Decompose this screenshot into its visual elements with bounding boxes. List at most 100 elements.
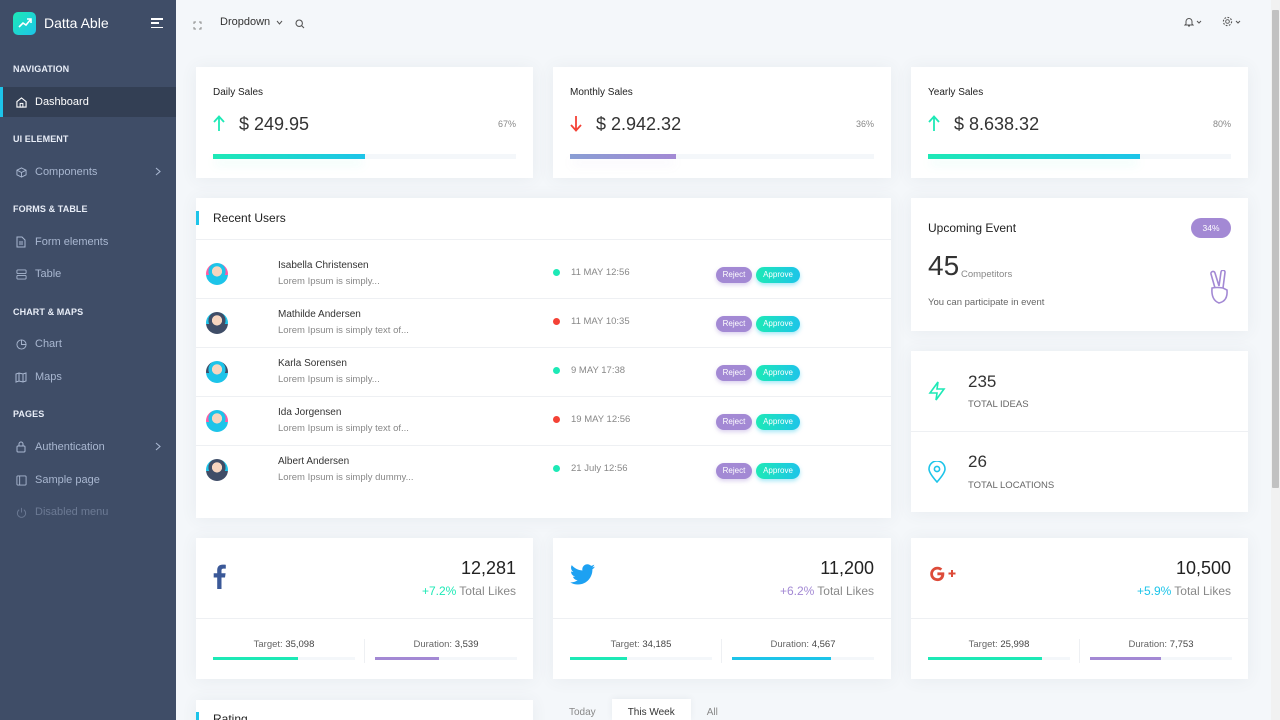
sidebar-item-dashboard[interactable]: Dashboard [0,87,176,117]
total-value: 235 [968,372,997,391]
duration-value: 4,567 [811,639,836,650]
daily-sales-card: Daily Sales $ 249.95 67% [196,67,533,178]
approve-button[interactable]: Approve [756,267,800,283]
user-name: Isabella Christensen [278,260,369,271]
tab-this-week[interactable]: This Week [611,699,691,720]
duration-label: Duration: [1128,639,1168,650]
twitter-icon[interactable] [570,564,595,588]
sidebar-item-label: Sample page [35,474,100,486]
bell-icon[interactable] [1184,17,1202,27]
sidebar-item-chart[interactable]: Chart [0,329,176,359]
target-progress-fill [928,657,1042,660]
menu-toggle-icon[interactable] [151,18,163,28]
peace-hand-icon [1207,269,1231,309]
duration-label: Duration: [770,639,810,650]
avatar [206,459,228,481]
scrollbar[interactable] [1271,0,1280,720]
card-title: Upcoming Event [928,221,1017,235]
sidebar-item-label: Chart [35,338,62,350]
user-date: 11 MAY 12:56 [571,267,630,278]
sidebar-item-label: Form elements [35,236,109,248]
table-row: Karla Sorensen Lorem Ipsum is simply... 9 … [196,347,891,396]
header-dropdown-label: Dropdown [220,16,271,28]
social-target: Target: 34,185 [570,639,712,650]
sidebar-item-components[interactable]: Components [0,157,176,187]
sales-progress [928,154,1231,159]
top-header: Dropdown [176,0,1280,46]
chevron-right-icon [155,442,161,454]
sidebar-item-form-elements[interactable]: Form elements [0,227,176,257]
event-count: 45 [928,250,960,281]
arrow-up-icon [928,115,940,135]
divider [196,298,891,299]
social-likes-label: Total Likes [459,584,516,598]
sidebar-item-maps[interactable]: Maps [0,362,176,392]
brand: Datta Able [0,0,176,46]
sidebar-icon [15,474,27,486]
user-description: Lorem Ipsum is simply text of... [278,423,409,434]
sidebar-item-table[interactable]: Table [0,259,176,289]
event-badge: 34% [1191,218,1231,238]
map-icon [15,371,27,383]
duration-progress [732,657,874,660]
sidebar-item-sample-page[interactable]: Sample page [0,465,176,495]
arrow-up-icon [213,115,225,135]
sales-progress [213,154,516,159]
target-value: 25,998 [1000,639,1030,650]
status-dot [553,465,560,472]
reject-button[interactable]: Reject [716,365,752,381]
google-plus-card: 10,500 +5.9% Total Likes Target: 25,998 D… [911,538,1248,679]
settings-icon[interactable] [1222,16,1241,27]
lock-icon [15,441,27,453]
divider [196,445,891,446]
status-dot [553,269,560,276]
sidebar-item-label: Dashboard [35,96,89,108]
sales-percent: 80% [1212,119,1231,129]
header-dropdown[interactable]: Dropdown [220,16,283,28]
yearly-sales-card: Yearly Sales $ 8.638.32 80% [911,67,1248,178]
duration-label: Duration: [413,639,453,650]
trending-up-icon[interactable] [13,11,36,35]
approve-button[interactable]: Approve [756,463,800,479]
tab-today[interactable]: Today [569,707,596,718]
maximize-icon[interactable] [193,18,202,30]
sidebar-item-authentication[interactable]: Authentication [0,432,176,462]
total-value: 26 [968,452,987,471]
nav-caption-forms-table: FORMS & TABLE [13,204,88,214]
card-title-accent [196,712,199,720]
sidebar-item-label: Maps [35,371,62,383]
reject-button[interactable]: Reject [716,463,752,479]
google-plus-icon[interactable] [928,564,958,587]
sidebar-item-label: Components [35,166,98,178]
chevron-right-icon [155,167,161,179]
social-duration: Duration: 4,567 [732,639,874,650]
social-count: 10,500 [1175,558,1231,578]
user-description: Lorem Ipsum is simply dummy... [278,472,414,483]
sales-title: Yearly Sales [928,87,984,98]
reject-button[interactable]: Reject [716,414,752,430]
approve-button[interactable]: Approve [756,316,800,332]
sidebar-item-label: Authentication [35,441,105,453]
divider [196,239,891,240]
status-dot [553,416,560,423]
power-icon [15,506,27,518]
event-count-label: Competitors [961,269,1013,280]
brand-name[interactable]: Datta Able [44,15,109,31]
reject-button[interactable]: Reject [716,267,752,283]
target-value: 35,098 [285,639,315,650]
table-row: Albert Andersen Lorem Ipsum is simply dum… [196,445,891,494]
social-change: +7.2% [421,584,457,598]
search-icon[interactable] [295,17,305,32]
facebook-icon[interactable] [213,564,226,592]
reject-button[interactable]: Reject [716,316,752,332]
rating-card: Rating [196,700,533,720]
approve-button[interactable]: Approve [756,414,800,430]
box-icon [15,166,27,178]
file-text-icon [15,236,27,248]
map-pin-icon [928,460,946,486]
target-progress [928,657,1070,660]
server-icon [15,268,27,280]
approve-button[interactable]: Approve [756,365,800,381]
tab-all[interactable]: All [706,707,718,718]
scrollbar-thumb[interactable] [1272,10,1279,488]
